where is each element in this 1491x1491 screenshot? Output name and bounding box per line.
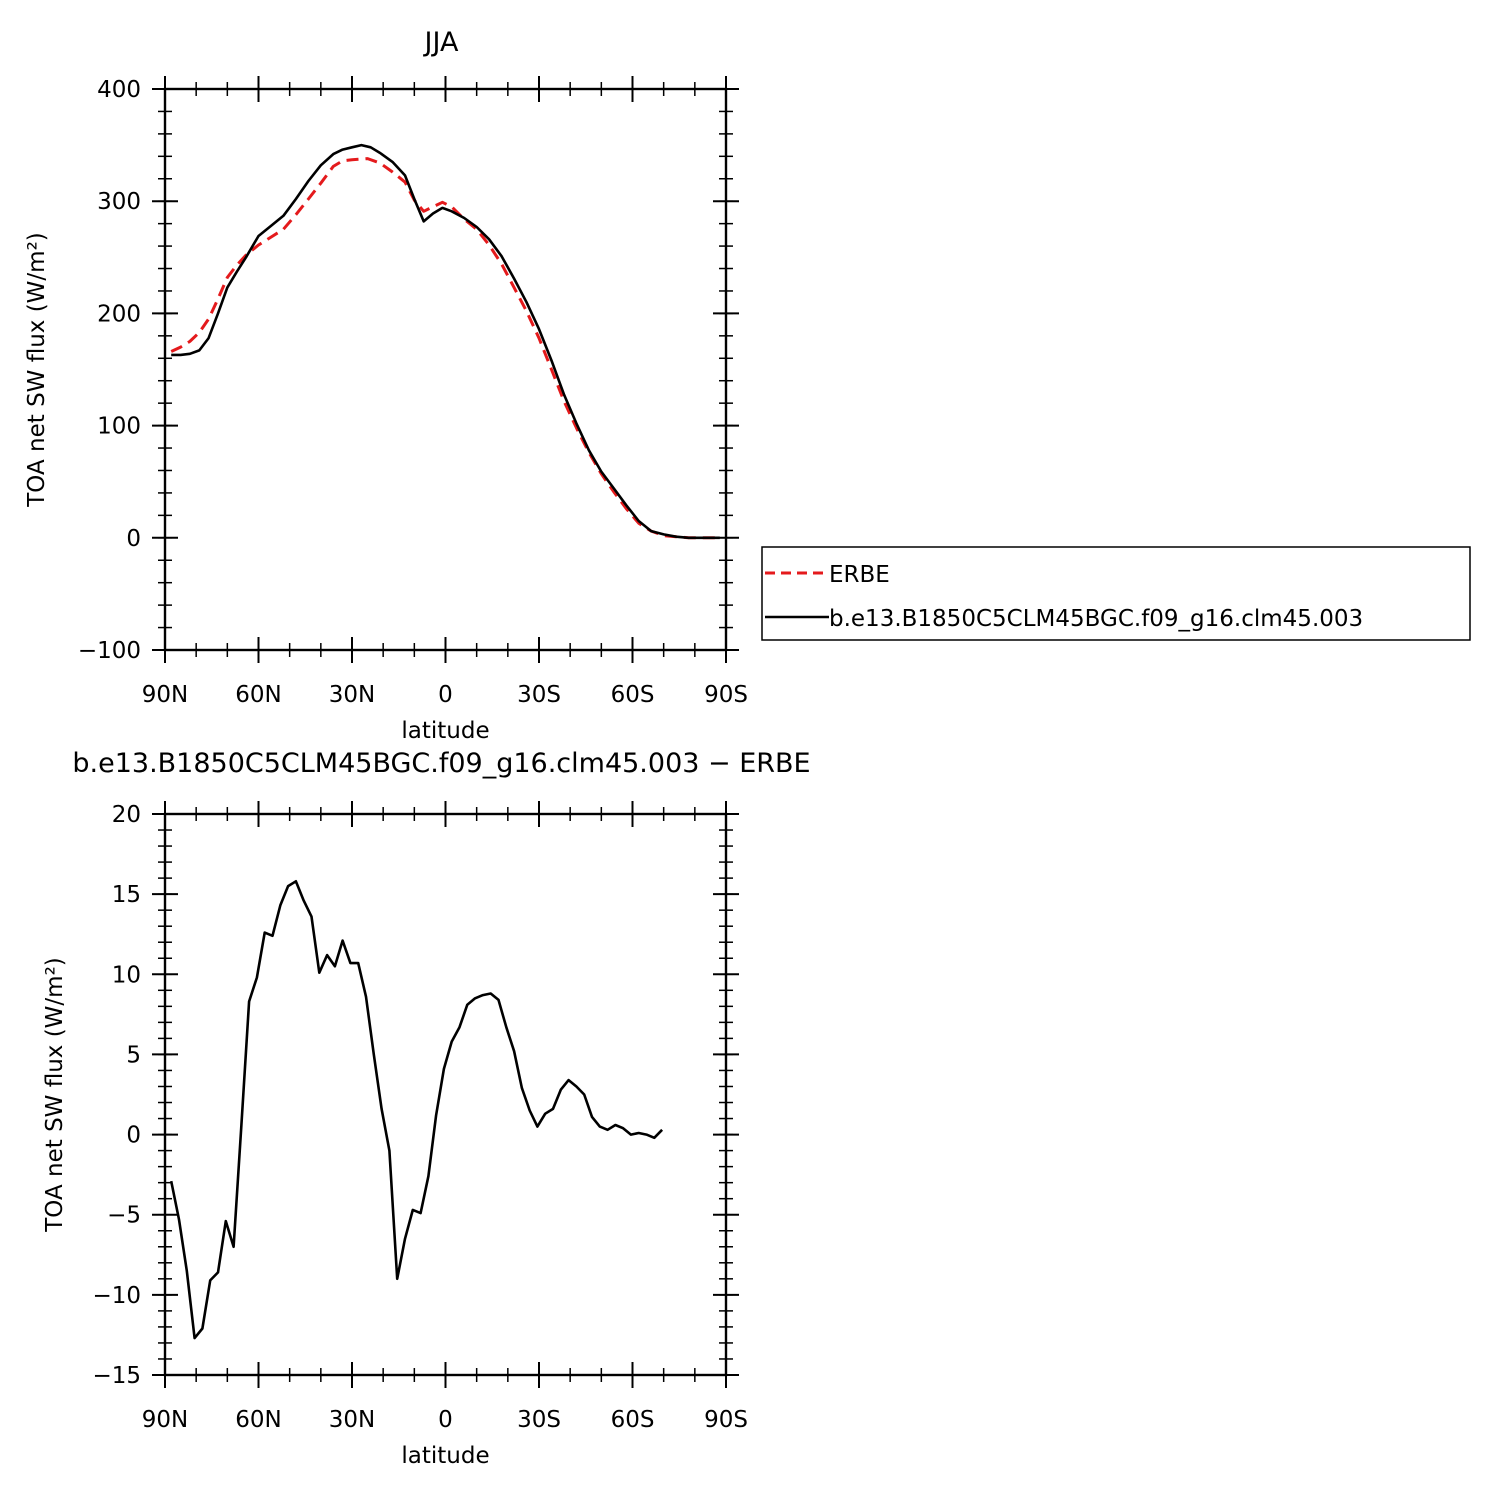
y-tick-label: 400 [97,77,141,103]
chart-title: b.e13.B1850C5CLM45BGC.f09_g16.clm45.003 … [72,748,810,779]
legend: ERBE b.e13.B1850C5CLM45BGC.f09_g16.clm45.… [761,546,1471,641]
plot-frame [163,812,728,1377]
x-tick-label: 60N [235,1407,281,1433]
x-tick-label: 30N [329,1407,375,1433]
x-tick-label: 60S [611,682,655,708]
y-tick-label: 20 [112,802,141,828]
y-tick-label: 100 [97,414,141,440]
bottom-panel: −15 −10 −5 0 5 10 15 20 90N 60N 30N 0 30S 60S 90S b.e13… [42,748,811,1469]
x-tick-label: 90N [142,1407,188,1433]
x-tick-label: 90S [704,682,748,708]
y-tick-label: −5 [107,1203,141,1229]
legend-box [761,546,1471,641]
y-tick-label: 5 [126,1042,141,1068]
y-tick-label: 300 [97,189,141,215]
series-line-2 [171,143,720,540]
legend-label-2: b.e13.B1850C5CLM45BGC.f09_g16.clm45.003 [829,606,1363,632]
x-tick-label: 0 [438,682,453,708]
y-tick-label: 0 [126,1123,141,1149]
x-tick-label: 60N [235,682,281,708]
plot-frame [163,87,728,652]
legend-label-1: ERBE [829,562,890,588]
y-axis-label: TOA net SW flux (W/m²) [24,232,50,508]
x-axis-label: latitude [401,718,489,744]
x-tick-label: 30S [517,682,561,708]
y-tick-label: 10 [112,962,141,988]
y-tick-label: −100 [78,638,141,664]
x-tick-label: 60S [611,1407,655,1433]
y-tick-label: 15 [112,882,141,908]
y-tick-label: −10 [92,1283,141,1309]
y-axis-label: TOA net SW flux (W/m²) [42,957,68,1233]
x-axis-label: latitude [401,1443,489,1469]
x-tick-label: 90N [142,682,188,708]
top-panel: −100 0 100 200 300 400 90N 60N 30N 0 30S 60S 90S JJA l… [24,27,748,744]
x-tick-label: 30S [517,1407,561,1433]
series-line-1 [170,157,720,540]
series-line-1 [169,879,664,1340]
x-tick-label: 0 [438,1407,453,1433]
y-tick-label: 0 [126,526,141,552]
y-tick-label: −15 [92,1363,141,1389]
y-tick-label: 200 [97,301,141,327]
chart-title: JJA [423,27,459,58]
x-tick-label: 30N [329,682,375,708]
x-tick-label: 90S [704,1407,748,1433]
